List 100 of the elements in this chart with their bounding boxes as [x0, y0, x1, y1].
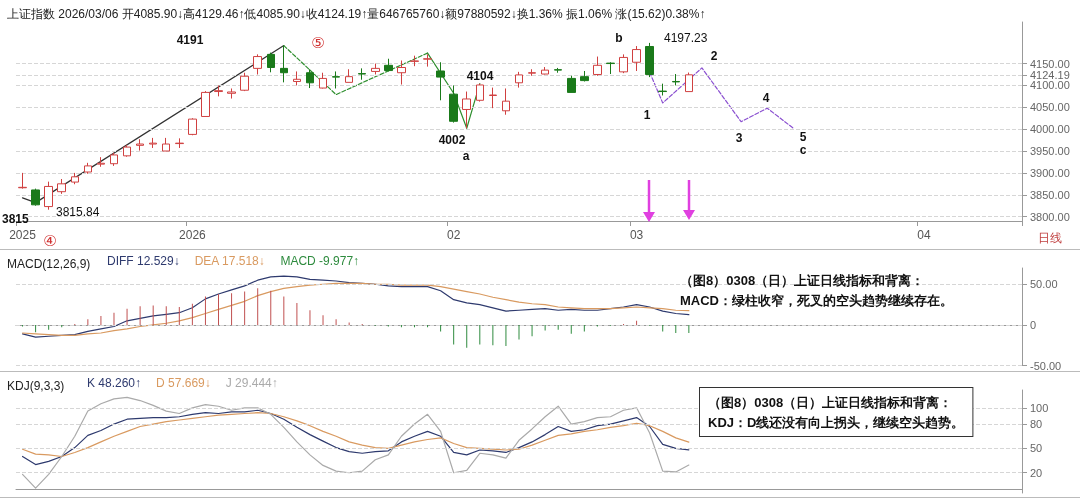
candlestick — [201, 90, 210, 117]
line-series — [21, 396, 690, 489]
candlestick — [397, 59, 406, 86]
y-tick-label: 3950.00 — [1030, 145, 1070, 158]
candlestick — [162, 137, 170, 152]
chart-title: 上证指数 2026/03/06 开4085.90↓高4129.46↑低4085.90↓收4124.19↑量646765760↓额97880592↓换1.36% 振1.06% 涨(15.62)0.38%↑ — [7, 7, 706, 21]
candlestick — [136, 138, 144, 152]
candlestick — [44, 181, 53, 211]
y-tick-label: 100 — [1030, 401, 1049, 414]
annotation: 5 — [799, 130, 807, 144]
y-tick-label: 3900.00 — [1030, 166, 1070, 179]
text: D 57.669↓ — [156, 376, 211, 390]
candlestick — [672, 73, 680, 86]
candlestick — [319, 72, 327, 89]
annotation: 4104 — [466, 69, 494, 83]
annotation: 4 — [762, 91, 770, 105]
line-series — [21, 409, 690, 466]
chart-title: MACD(12,26,9) — [7, 257, 91, 271]
candlestick — [306, 68, 314, 89]
y-tick-label: 4100.00 — [1030, 79, 1070, 92]
candlestick — [188, 117, 197, 136]
line-series — [649, 67, 794, 129]
annotation: a — [462, 149, 470, 163]
annotation: 3815 — [2, 212, 30, 226]
annotation: c — [799, 143, 807, 157]
candlestick — [502, 87, 510, 116]
candlestick — [462, 91, 471, 129]
annotation: 4002 — [438, 133, 466, 147]
annotation: ⑤ — [311, 33, 325, 51]
candlestick — [436, 61, 445, 101]
x-tick-label: 2025 — [9, 228, 37, 242]
candlestick — [253, 53, 262, 75]
candlestick — [227, 87, 236, 100]
chart-title: KDJ(9,3,3) — [7, 379, 65, 393]
x-tick-label: 2026 — [179, 228, 207, 242]
y-tick-label: 20 — [1030, 466, 1043, 479]
candlestick — [293, 70, 301, 86]
candlestick — [175, 137, 184, 149]
candlestick — [685, 72, 693, 93]
candlestick — [580, 70, 589, 82]
x-tick-label: 04 — [917, 228, 932, 242]
candlestick — [214, 84, 223, 97]
candlestick — [423, 53, 432, 68]
y-tick-label: 80 — [1030, 418, 1043, 431]
candlestick — [84, 162, 92, 175]
candlestick — [123, 144, 131, 158]
candlestick — [619, 53, 628, 74]
text: DIFF 12.529↓ — [107, 254, 180, 268]
text: MACD -9.977↑ — [280, 254, 360, 268]
annotation: 3 — [735, 131, 743, 145]
annotation: （图8）0308（日）上证日线指标和背离： MACD：绿柱收窄，死叉的空头趋势继续存在。 — [680, 272, 953, 308]
x-tick-label: 03 — [629, 228, 644, 242]
candlestick — [332, 70, 340, 89]
candlestick — [149, 137, 157, 149]
candlestick — [71, 172, 79, 185]
text: DEA 17.518↓ — [194, 254, 265, 268]
series-label: J 29.444↑ — [225, 376, 278, 390]
text: K 48.260↑ — [87, 376, 142, 390]
candlestick — [18, 172, 27, 190]
candlestick — [567, 75, 576, 93]
candlestick — [371, 63, 380, 75]
candlestick — [97, 156, 105, 168]
candlestick — [57, 178, 66, 195]
candlestick — [31, 188, 40, 207]
candlestick — [593, 56, 602, 77]
candlestick — [476, 83, 484, 103]
line-series — [21, 412, 690, 458]
candlestick — [554, 67, 562, 74]
candlestick — [489, 87, 497, 109]
y-tick-label: 4000.00 — [1030, 123, 1070, 136]
y-tick-label: 50 — [1030, 442, 1043, 455]
y-tick-label: 4150.00 — [1030, 57, 1070, 70]
candlestick — [110, 152, 118, 167]
candlestick — [606, 61, 615, 75]
candlestick — [384, 58, 393, 72]
text: 日线 — [1038, 231, 1062, 245]
candlestick — [449, 84, 458, 124]
y-tick-label: 4050.00 — [1030, 101, 1070, 114]
candlestick — [410, 55, 419, 67]
y-tick-label: 4124.19 — [1030, 68, 1070, 81]
candlestick — [240, 72, 249, 92]
candlestick — [358, 67, 366, 81]
y-tick-label: 50.00 — [1030, 278, 1058, 291]
candlestick — [267, 52, 275, 73]
annotation: 2 — [710, 49, 718, 63]
x-tick-label: 02 — [447, 228, 461, 242]
y-tick-label: 3800.00 — [1030, 210, 1070, 223]
annotation: 1 — [643, 108, 651, 122]
candlestick — [345, 68, 353, 83]
annotation: b — [615, 31, 623, 45]
candlestick — [541, 66, 549, 75]
annotation: （图8）0308（日）上证日线指标和背离： KDJ：D线还没有向上拐头，继续空头趋势。 — [708, 394, 965, 430]
y-tick-label: -50.00 — [1030, 359, 1062, 372]
candlestick — [658, 83, 667, 96]
candlestick — [645, 42, 654, 78]
y-tick-label: 3850.00 — [1030, 188, 1070, 201]
candlestick — [515, 71, 523, 89]
y-tick-label: 0 — [1030, 318, 1037, 331]
candlestick — [280, 45, 288, 83]
candlestick — [528, 68, 536, 77]
